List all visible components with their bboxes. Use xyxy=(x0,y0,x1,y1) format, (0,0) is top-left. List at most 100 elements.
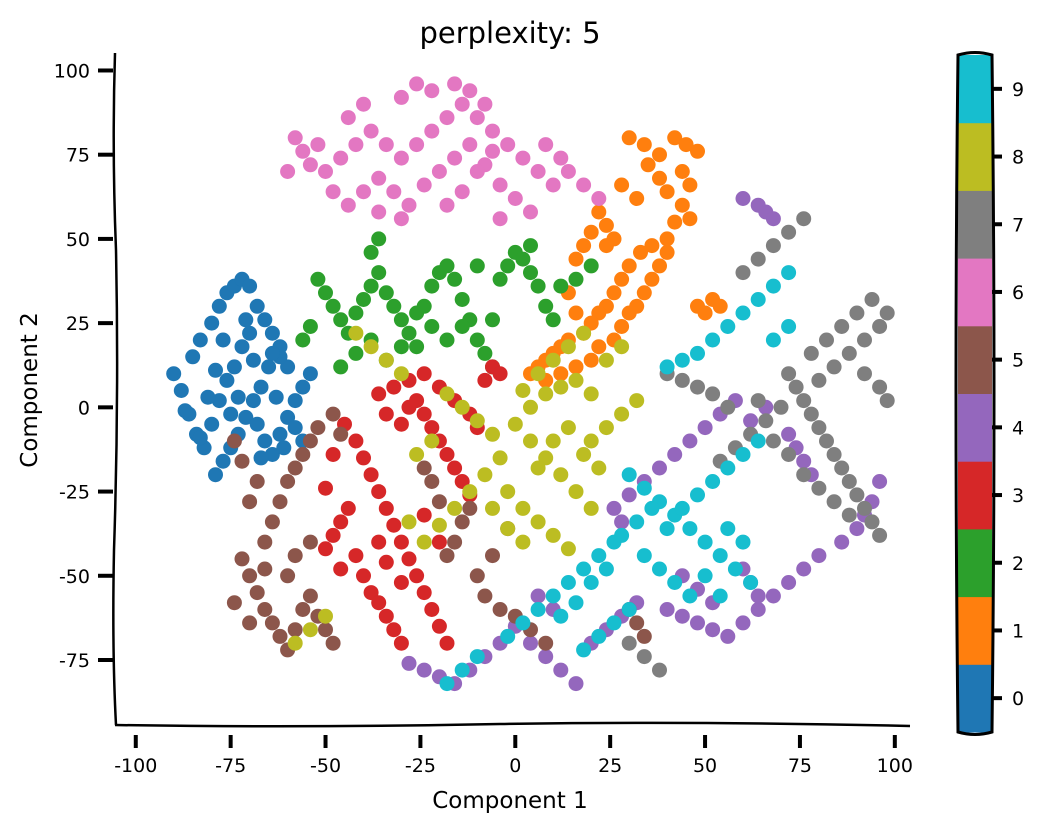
point-6-35 xyxy=(356,96,371,112)
point-7-38 xyxy=(765,238,781,254)
colorbar-segment-4 xyxy=(958,393,992,462)
point-3-5 xyxy=(378,500,394,516)
point-5-47 xyxy=(629,615,645,631)
point-9-26 xyxy=(705,474,721,489)
point-4-44 xyxy=(682,433,698,449)
point-4-31 xyxy=(849,521,865,537)
point-5-11 xyxy=(318,622,333,638)
point-8-17 xyxy=(515,500,531,516)
point-2-32 xyxy=(553,278,569,294)
point-7-11 xyxy=(864,514,880,530)
point-0-11 xyxy=(185,349,201,365)
point-1-3 xyxy=(667,130,683,146)
point-0-29 xyxy=(215,453,231,469)
point-5-48 xyxy=(636,628,652,644)
x-tick-label: 75 xyxy=(788,755,812,777)
point-4-40 xyxy=(621,487,637,503)
point-6-41 xyxy=(477,96,493,112)
point-8-9 xyxy=(447,500,463,516)
point-6-51 xyxy=(576,177,592,193)
point-8-47 xyxy=(378,352,394,368)
point-3-25 xyxy=(393,416,409,432)
point-3-16 xyxy=(371,595,387,611)
point-7-31 xyxy=(781,447,797,462)
point-7-12 xyxy=(872,527,888,543)
point-2-24 xyxy=(492,271,508,287)
point-0-26 xyxy=(238,409,254,425)
point-4-4 xyxy=(568,676,584,692)
point-3-50 xyxy=(492,366,508,382)
point-8-50 xyxy=(318,608,333,624)
point-1-52 xyxy=(697,305,713,321)
point-9-1 xyxy=(636,480,652,496)
colorbar-tick-label: 5 xyxy=(1012,350,1024,372)
point-0-8 xyxy=(226,359,242,375)
point-8-0 xyxy=(507,416,523,432)
point-7-29 xyxy=(750,393,766,409)
point-0-49 xyxy=(215,332,231,348)
point-2-5 xyxy=(348,305,364,321)
point-8-28 xyxy=(568,372,584,388)
point-0-54 xyxy=(253,450,269,466)
point-7-4 xyxy=(811,420,827,436)
point-6-11 xyxy=(485,123,500,139)
point-8-19 xyxy=(545,527,561,543)
point-1-0 xyxy=(621,130,637,146)
point-1-15 xyxy=(621,258,637,274)
point-6-53 xyxy=(492,211,508,227)
point-5-20 xyxy=(310,420,326,436)
point-6-17 xyxy=(340,197,356,213)
point-8-20 xyxy=(560,541,576,557)
point-8-36 xyxy=(530,460,546,476)
point-3-39 xyxy=(416,366,432,382)
point-7-7 xyxy=(834,460,850,476)
point-0-45 xyxy=(200,389,216,405)
point-1-45 xyxy=(576,238,592,254)
point-5-41 xyxy=(485,548,500,564)
cluster-1 xyxy=(523,130,728,388)
point-5-2 xyxy=(249,585,265,601)
point-5-22 xyxy=(333,426,349,442)
point-9-25 xyxy=(690,487,705,503)
point-2-1 xyxy=(318,285,333,301)
y-tick-label: -75 xyxy=(59,650,90,672)
point-3-18 xyxy=(386,622,402,638)
point-6-0 xyxy=(318,164,333,179)
point-2-38 xyxy=(409,305,425,321)
point-7-5 xyxy=(819,433,834,449)
point-9-45 xyxy=(553,608,569,624)
point-1-36 xyxy=(629,298,645,314)
point-0-37 xyxy=(295,379,311,395)
point-7-33 xyxy=(811,480,827,496)
point-8-5 xyxy=(583,500,599,516)
point-2-43 xyxy=(295,332,311,348)
point-0-20 xyxy=(257,312,273,328)
point-5-30 xyxy=(302,534,318,550)
point-9-17 xyxy=(636,548,652,564)
point-3-23 xyxy=(318,541,333,557)
point-1-40 xyxy=(659,244,675,260)
y-axis-label: Component 2 xyxy=(17,312,43,467)
point-6-5 xyxy=(393,150,409,166)
point-9-56 xyxy=(735,534,751,550)
point-5-18 xyxy=(295,447,311,462)
point-5-15 xyxy=(272,494,288,510)
y-tick-label: 100 xyxy=(54,60,90,82)
point-3-21 xyxy=(333,514,349,530)
point-4-45 xyxy=(697,420,713,436)
point-0-5 xyxy=(204,416,220,432)
point-8-52 xyxy=(287,635,303,651)
point-0-10 xyxy=(242,325,258,341)
point-3-22 xyxy=(325,527,341,543)
point-1-57 xyxy=(568,305,584,321)
point-5-25 xyxy=(234,453,250,469)
point-9-24 xyxy=(674,500,690,516)
colorbar-tick-label: 2 xyxy=(1012,553,1024,575)
x-tick-label: -100 xyxy=(114,755,157,777)
point-9-5 xyxy=(697,534,713,550)
point-6-23 xyxy=(431,164,447,179)
point-3-1 xyxy=(348,433,364,449)
point-1-55 xyxy=(598,238,614,254)
point-6-49 xyxy=(553,150,569,166)
point-9-43 xyxy=(583,575,599,590)
